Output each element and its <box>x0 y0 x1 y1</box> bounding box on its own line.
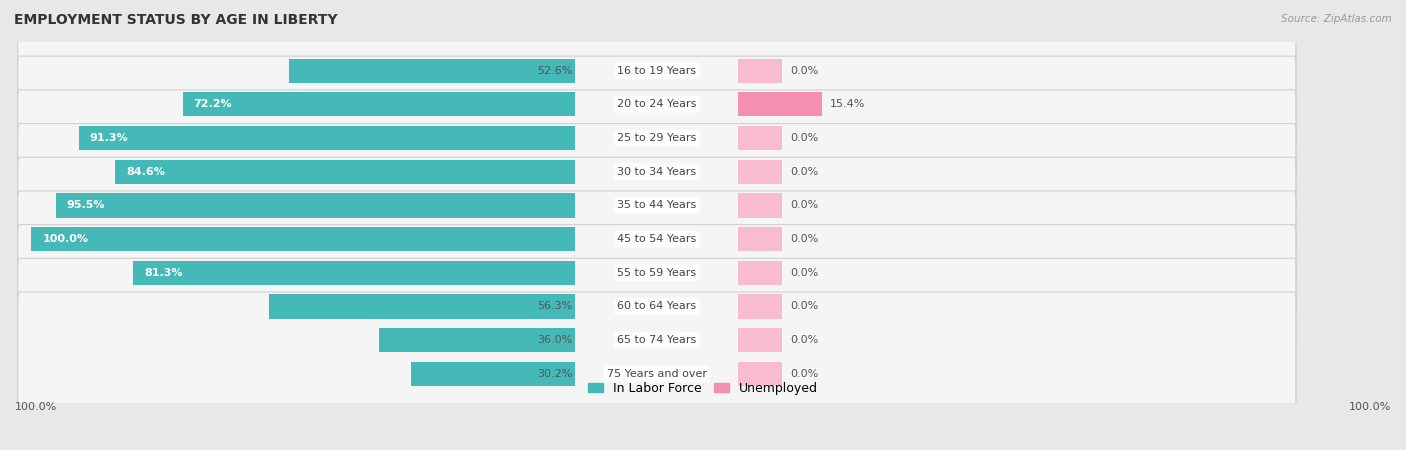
Text: 81.3%: 81.3% <box>143 268 183 278</box>
Text: 60 to 64 Years: 60 to 64 Years <box>617 302 696 311</box>
Bar <box>738 362 782 386</box>
Text: 36.0%: 36.0% <box>537 335 572 345</box>
Text: 0.0%: 0.0% <box>790 302 818 311</box>
FancyBboxPatch shape <box>18 90 1296 254</box>
Bar <box>738 126 782 150</box>
Bar <box>56 194 575 217</box>
Bar <box>738 227 782 251</box>
Text: 52.6%: 52.6% <box>537 66 572 76</box>
Text: 65 to 74 Years: 65 to 74 Years <box>617 335 696 345</box>
Text: 0.0%: 0.0% <box>790 200 818 211</box>
Text: 75 Years and over: 75 Years and over <box>607 369 707 379</box>
Bar <box>269 294 575 319</box>
Bar <box>183 92 575 117</box>
Bar <box>79 126 575 150</box>
FancyBboxPatch shape <box>18 258 1296 422</box>
FancyBboxPatch shape <box>18 22 1296 186</box>
Text: Source: ZipAtlas.com: Source: ZipAtlas.com <box>1281 14 1392 23</box>
FancyBboxPatch shape <box>18 0 1296 153</box>
Bar <box>31 227 575 251</box>
FancyBboxPatch shape <box>18 157 1296 321</box>
Text: 0.0%: 0.0% <box>790 133 818 143</box>
Bar <box>738 160 782 184</box>
Text: 0.0%: 0.0% <box>790 66 818 76</box>
FancyBboxPatch shape <box>18 292 1296 450</box>
Bar <box>380 328 575 352</box>
FancyBboxPatch shape <box>18 56 1296 220</box>
Text: 55 to 59 Years: 55 to 59 Years <box>617 268 696 278</box>
Bar <box>134 261 575 285</box>
Text: 35 to 44 Years: 35 to 44 Years <box>617 200 696 211</box>
FancyBboxPatch shape <box>18 191 1296 355</box>
Text: 95.5%: 95.5% <box>66 200 105 211</box>
Text: 91.3%: 91.3% <box>90 133 128 143</box>
FancyBboxPatch shape <box>18 124 1296 287</box>
FancyBboxPatch shape <box>18 225 1296 388</box>
Text: 0.0%: 0.0% <box>790 166 818 177</box>
Bar <box>290 58 575 83</box>
Bar <box>738 261 782 285</box>
Bar <box>115 160 575 184</box>
Text: 84.6%: 84.6% <box>127 166 165 177</box>
Text: 30.2%: 30.2% <box>537 369 572 379</box>
Text: 100.0%: 100.0% <box>42 234 89 244</box>
Text: 20 to 24 Years: 20 to 24 Years <box>617 99 696 109</box>
Legend: In Labor Force, Unemployed: In Labor Force, Unemployed <box>583 377 823 400</box>
Text: 15.4%: 15.4% <box>831 99 866 109</box>
Text: 100.0%: 100.0% <box>1348 402 1391 413</box>
Text: 0.0%: 0.0% <box>790 369 818 379</box>
Bar <box>738 92 823 117</box>
Text: EMPLOYMENT STATUS BY AGE IN LIBERTY: EMPLOYMENT STATUS BY AGE IN LIBERTY <box>14 14 337 27</box>
Text: 0.0%: 0.0% <box>790 268 818 278</box>
Bar <box>738 58 782 83</box>
Bar <box>411 362 575 386</box>
Text: 0.0%: 0.0% <box>790 234 818 244</box>
Text: 16 to 19 Years: 16 to 19 Years <box>617 66 696 76</box>
Bar <box>738 328 782 352</box>
Text: 30 to 34 Years: 30 to 34 Years <box>617 166 696 177</box>
Bar <box>738 294 782 319</box>
Text: 25 to 29 Years: 25 to 29 Years <box>617 133 696 143</box>
Text: 72.2%: 72.2% <box>194 99 232 109</box>
Text: 100.0%: 100.0% <box>15 402 58 413</box>
Bar <box>738 194 782 217</box>
Text: 56.3%: 56.3% <box>537 302 572 311</box>
Text: 45 to 54 Years: 45 to 54 Years <box>617 234 696 244</box>
Text: 0.0%: 0.0% <box>790 335 818 345</box>
